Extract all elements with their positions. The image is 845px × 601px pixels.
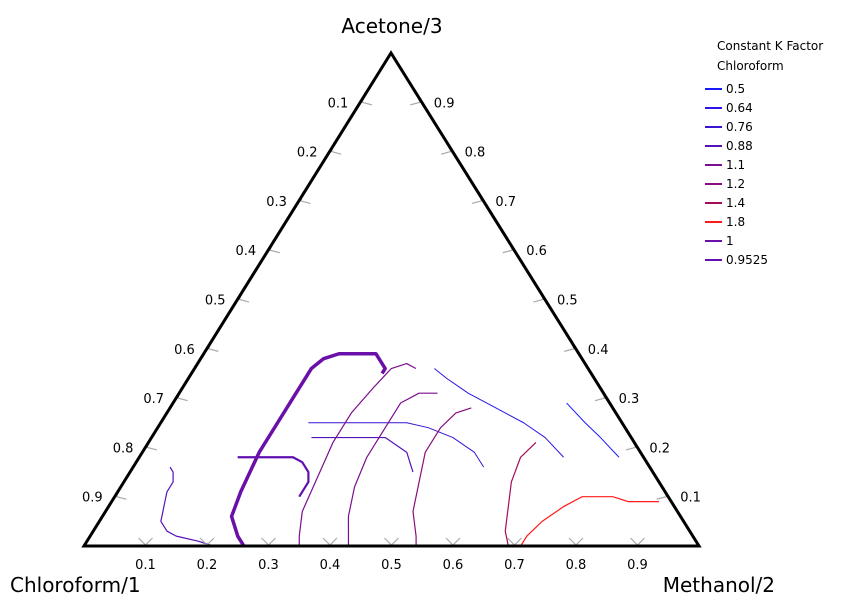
tick-layer: 0.1 0.2 0.3 0.4 0.5 0.6 0.7 0.8 0.9 0.1 0.2 0.3 0.4 0…	[82, 92, 701, 573]
legend-title-line2: Chloroform	[717, 59, 784, 73]
right-tick-label: 0.7	[495, 195, 516, 210]
legend-entry-label: 0.5	[726, 82, 745, 96]
legend-entry-label: 1.8	[726, 215, 745, 229]
vertex-label-left: Chloroform/1	[10, 573, 141, 597]
legend-entry-label: 1.4	[726, 196, 745, 210]
contour-k-1-5	[229, 351, 387, 547]
left-tick-label: 0.5	[205, 294, 226, 309]
bottom-tick-mark	[384, 537, 399, 546]
legend-entry-label: 1	[726, 234, 734, 248]
bottom-tick-mark	[568, 537, 584, 546]
legend-entry-label: 1.2	[726, 177, 745, 191]
contour-k-0-5-0	[566, 402, 620, 458]
bottom-tick-label: 0.5	[381, 558, 402, 573]
legend-entry-label: 0.88	[726, 139, 753, 153]
bottom-tick-mark	[630, 537, 645, 546]
contour-layer	[160, 351, 659, 547]
legend-entry-label: 0.76	[726, 120, 753, 134]
bottom-tick-label: 0.1	[135, 558, 156, 573]
vertex-label-right: Methanol/2	[663, 573, 775, 597]
legend-entry-label: 0.64	[726, 101, 753, 115]
left-tick-label: 0.1	[328, 96, 349, 111]
bottom-tick-mark	[138, 537, 153, 546]
vertex-label-top: Acetone/3	[341, 14, 442, 38]
left-tick-label: 0.9	[82, 491, 103, 506]
bottom-tick-label: 0.7	[504, 558, 525, 573]
legend-items: 0.5 0.64 0.76 0.88 1.1 1.2 1.4 1.8 1 0.9525	[705, 82, 768, 267]
left-tick-label: 0.7	[143, 392, 164, 407]
contour-k-0-88b-11	[160, 466, 214, 547]
contour-k-1-1-6	[298, 362, 417, 547]
left-tick-label: 0.8	[113, 441, 134, 456]
right-tick-label: 0.5	[557, 294, 578, 309]
left-tick-label: 0.3	[266, 195, 287, 210]
bottom-tick-mark	[261, 537, 276, 546]
bottom-tick-mark	[322, 537, 338, 546]
contour-k-1-2-8	[412, 407, 472, 547]
bottom-tick-mark	[445, 537, 461, 546]
left-tick-label: 0.4	[236, 244, 257, 259]
bottom-tick-label: 0.8	[566, 558, 587, 573]
contour-k-0-64-1	[434, 368, 564, 458]
left-tick-label: 0.2	[297, 146, 318, 161]
right-tick-label: 0.1	[680, 491, 701, 506]
ternary-triangle-frame	[81, 50, 702, 548]
contour-k-1-4-9	[504, 442, 537, 547]
contour-k-0-76-2	[308, 422, 485, 468]
right-tick-label: 0.8	[465, 146, 486, 161]
bottom-tick-label: 0.4	[320, 558, 341, 573]
right-tick-label: 0.2	[649, 441, 670, 456]
bottom-tick-mark	[507, 537, 522, 546]
contour-k-1-8	[520, 496, 659, 547]
contour-k-0-9525-4	[237, 456, 310, 498]
right-tick-label: 0.3	[619, 392, 640, 407]
legend-entry-label: 0.9525	[726, 253, 768, 267]
contour-k-0-88-3	[311, 436, 414, 473]
bottom-tick-label: 0.2	[197, 558, 218, 573]
left-tick-label: 0.6	[174, 343, 195, 358]
legend-entry-label: 1.1	[726, 158, 745, 172]
right-tick-label: 0.9	[434, 96, 455, 111]
bottom-tick-label: 0.6	[443, 558, 464, 573]
right-tick-label: 0.4	[588, 343, 609, 358]
bottom-tick-label: 0.9	[627, 558, 648, 573]
legend: Constant K Factor Chloroform 0.5 0.64 0.76…	[705, 39, 823, 267]
bottom-tick-label: 0.3	[258, 558, 279, 573]
right-tick-label: 0.6	[526, 244, 547, 259]
contour-k-1-1b-7	[347, 392, 438, 547]
legend-title-line1: Constant K Factor	[717, 39, 823, 53]
